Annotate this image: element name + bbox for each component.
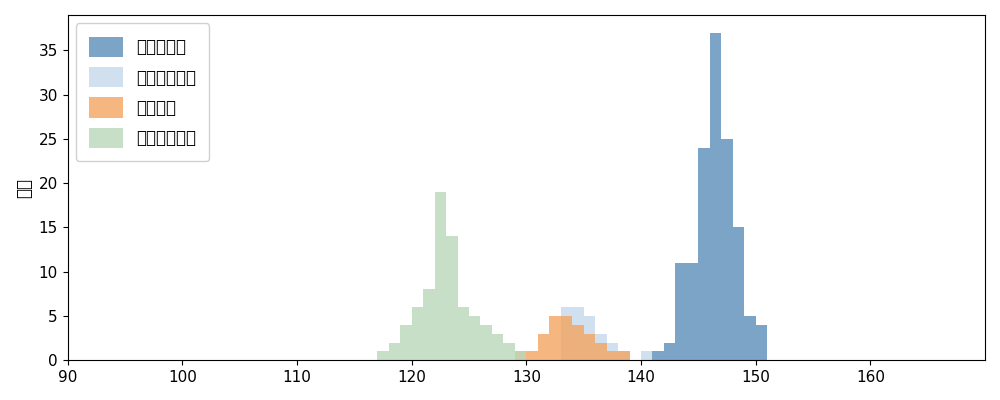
Bar bbox=[664, 342, 675, 360]
Bar bbox=[675, 263, 687, 360]
Bar bbox=[526, 352, 538, 360]
Bar bbox=[458, 307, 469, 360]
Bar bbox=[446, 236, 458, 360]
Bar bbox=[469, 316, 480, 360]
Bar bbox=[756, 325, 767, 360]
Bar bbox=[572, 325, 584, 360]
Bar bbox=[733, 228, 744, 360]
Bar bbox=[618, 352, 630, 360]
Bar bbox=[698, 148, 710, 360]
Bar bbox=[412, 307, 423, 360]
Bar bbox=[480, 325, 492, 360]
Bar bbox=[595, 342, 607, 360]
Bar bbox=[515, 352, 526, 360]
Bar bbox=[721, 139, 733, 360]
Bar bbox=[435, 192, 446, 360]
Bar bbox=[607, 352, 618, 360]
Bar bbox=[377, 352, 389, 360]
Bar bbox=[515, 352, 526, 360]
Bar bbox=[492, 334, 503, 360]
Bar bbox=[584, 316, 595, 360]
Legend: ストレート, カットボール, フォーク, パワーカーブ: ストレート, カットボール, フォーク, パワーカーブ bbox=[76, 23, 209, 161]
Bar bbox=[641, 352, 652, 360]
Bar bbox=[400, 325, 412, 360]
Bar bbox=[618, 352, 630, 360]
Bar bbox=[389, 342, 400, 360]
Bar bbox=[607, 342, 618, 360]
Bar bbox=[561, 307, 572, 360]
Bar bbox=[710, 33, 721, 360]
Bar bbox=[652, 352, 664, 360]
Bar bbox=[423, 290, 435, 360]
Bar bbox=[561, 316, 572, 360]
Bar bbox=[744, 316, 756, 360]
Bar bbox=[572, 307, 584, 360]
Bar bbox=[538, 334, 549, 360]
Bar bbox=[584, 334, 595, 360]
Bar bbox=[503, 342, 515, 360]
Bar bbox=[595, 334, 607, 360]
Y-axis label: 球数: 球数 bbox=[15, 178, 33, 198]
Bar bbox=[549, 316, 561, 360]
Bar bbox=[687, 263, 698, 360]
